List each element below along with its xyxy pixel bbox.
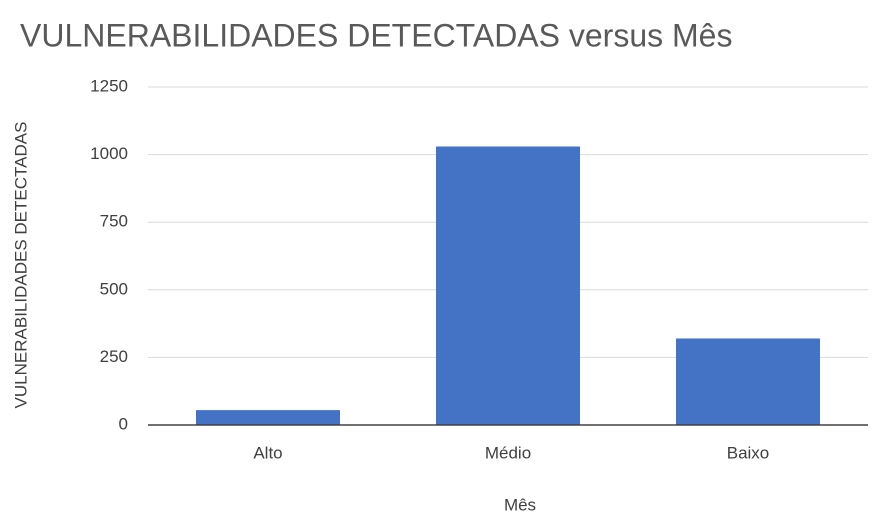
bar <box>676 338 820 425</box>
x-axis-label: Mês <box>504 495 536 514</box>
y-tick-label: 750 <box>100 212 128 231</box>
y-axis-label: VULNERABILIDADES DETECTADAS <box>11 122 30 409</box>
y-tick-label: 500 <box>100 279 128 298</box>
y-tick-label: 1250 <box>90 76 128 95</box>
x-tick-label: Alto <box>253 443 282 462</box>
y-tick-label: 250 <box>100 347 128 366</box>
bar <box>196 410 340 425</box>
chart-title: VULNERABILIDADES DETECTADAS versus Mês <box>20 17 732 53</box>
y-tick-label: 0 <box>119 414 128 433</box>
x-tick-label: Baixo <box>727 443 770 462</box>
bar <box>436 146 580 425</box>
x-tick-label: Médio <box>485 443 531 462</box>
y-tick-label: 1000 <box>90 144 128 163</box>
